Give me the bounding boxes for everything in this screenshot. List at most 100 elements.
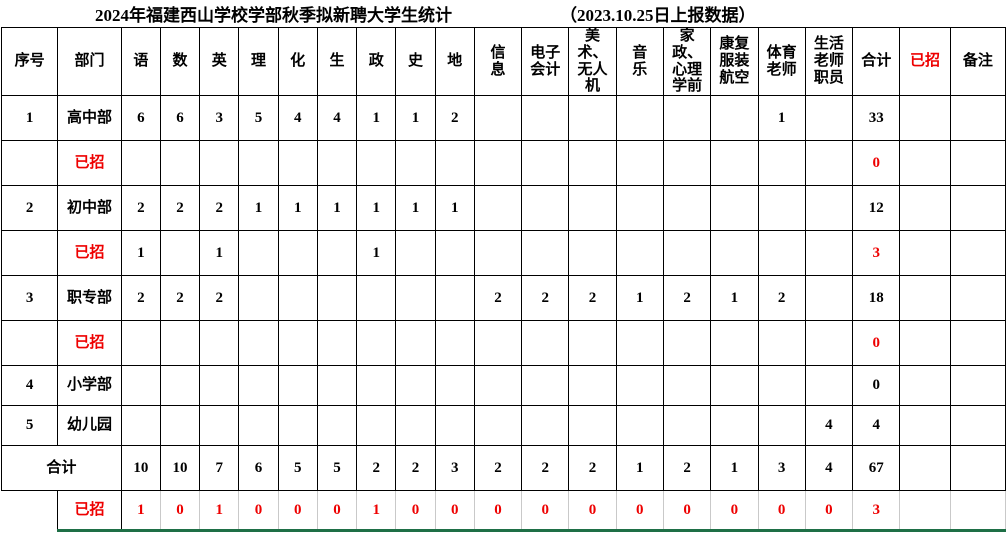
- table-cell: 1: [120, 490, 161, 533]
- table-cell: [473, 185, 523, 232]
- table-cell: [710, 230, 759, 277]
- table-cell: 0: [710, 490, 759, 533]
- column-header-label: 美术、无人机: [577, 28, 608, 95]
- column-header: 合计: [852, 26, 901, 97]
- column-header-label: 数: [172, 53, 188, 70]
- table-cell: 2: [159, 275, 201, 322]
- table-cell: [568, 95, 617, 142]
- table-cell: [473, 320, 523, 367]
- table-cell: 1: [434, 185, 475, 232]
- table-cell: [434, 365, 475, 407]
- column-header: 音乐: [615, 26, 664, 97]
- table-cell: [804, 275, 854, 322]
- header-row: 序号 部门 语 数 英 理 化 生 政 史 地 信息 电子会计 美术、无人机 音乐 家政、心理学前 康复服装航空…: [0, 26, 1007, 97]
- column-header: 地: [434, 26, 475, 97]
- table-cell: [316, 320, 358, 367]
- column-header-label: 序号: [14, 53, 45, 70]
- table-body: 1 高中部 6 6 3 5 4 4 1 1 2 1 33 已招 0 2 初中部 2 2 2 1 1 1 1 1 1 12 已招 1 1 1 3…: [0, 95, 1007, 533]
- table-cell: [662, 140, 712, 187]
- table-cell: [521, 230, 570, 277]
- column-header-label: 家政、心理学前: [672, 28, 703, 95]
- table-cell: [949, 275, 1007, 322]
- table-cell: [521, 140, 570, 187]
- table-cell: [568, 365, 617, 407]
- table-cell: 2: [199, 185, 240, 232]
- column-header-label: 语: [133, 53, 149, 70]
- table-cell: [1, 490, 59, 531]
- table-cell: 2: [434, 95, 475, 142]
- table-cell: [521, 405, 570, 447]
- table-cell: [899, 405, 951, 447]
- table-cell: [521, 95, 570, 142]
- table-row-plan: 4 小学部 0: [0, 365, 1007, 407]
- table-cell: [356, 320, 397, 367]
- table-cell: [949, 95, 1007, 142]
- table-cell: 0: [238, 490, 279, 533]
- table-cell: [316, 365, 358, 407]
- table-cell: [899, 490, 951, 533]
- table-cell: [615, 365, 664, 407]
- table-cell: [662, 320, 712, 367]
- table-cell: [949, 445, 1007, 492]
- table-row-plan: 3 职专部 2 2 2 2 2 2 1 2 1 2 18: [0, 275, 1007, 322]
- table-cell: 1: [615, 445, 664, 492]
- table-cell: 5: [238, 95, 279, 142]
- table-cell: 0: [852, 365, 901, 407]
- table-cell: [949, 185, 1007, 232]
- table-cell: 高中部: [57, 95, 122, 142]
- table-cell: 0: [277, 490, 318, 533]
- column-header-label: 生活老师职员: [813, 36, 844, 86]
- column-header: 信息: [473, 26, 523, 97]
- table-cell: 1: [0, 95, 59, 142]
- table-cell: [0, 140, 59, 187]
- table-cell: 2: [0, 185, 59, 232]
- table-cell: [395, 140, 436, 187]
- table-cell: [949, 405, 1007, 447]
- table-cell: [277, 140, 318, 187]
- table-cell: [615, 95, 664, 142]
- table-cell: 2: [159, 185, 201, 232]
- table-cell: [710, 185, 759, 232]
- column-header: 已招: [899, 26, 951, 97]
- table-cell: [316, 275, 358, 322]
- column-header-label: 生: [329, 53, 345, 70]
- table-cell: 2: [757, 275, 806, 322]
- table-cell: [120, 140, 161, 187]
- table-cell: [899, 185, 951, 232]
- table-cell: [662, 230, 712, 277]
- table-row-plan: 1 高中部 6 6 3 5 4 4 1 1 2 1 33: [0, 95, 1007, 142]
- table-cell: 已招: [57, 320, 122, 367]
- table-cell: 33: [852, 95, 901, 142]
- column-header-label: 英: [211, 53, 227, 70]
- table-row-recruited: 已招 0: [0, 320, 1007, 367]
- table-cell: [473, 365, 523, 407]
- table-cell: [199, 140, 240, 187]
- table-cell: 0: [804, 490, 854, 533]
- table-cell: [0, 320, 59, 367]
- table-cell: [899, 320, 951, 367]
- table-cell: 1: [757, 95, 806, 142]
- table-cell: 0: [521, 490, 570, 533]
- column-header: 化: [277, 26, 318, 97]
- table-cell: 1: [395, 185, 436, 232]
- table-cell: [120, 320, 161, 367]
- table-cell: 4: [316, 95, 358, 142]
- table-cell: 初中部: [57, 185, 122, 232]
- table-cell: [568, 230, 617, 277]
- table-cell: [316, 140, 358, 187]
- table-cell: 6: [238, 445, 279, 492]
- table-cell: 小学部: [57, 365, 122, 407]
- table-row-total: 合计 10 10 7 6 5 5 2 2 3 2 2 2 1 2 1 3 4 67: [1, 445, 1007, 492]
- table-cell: 6: [120, 95, 161, 142]
- table-cell: [238, 405, 279, 447]
- table-cell: 0: [473, 490, 523, 533]
- column-header-label: 备注: [962, 53, 993, 70]
- table-cell: [0, 230, 59, 277]
- table-cell: [277, 275, 318, 322]
- column-header-label: 史: [407, 53, 423, 70]
- table-header: 序号 部门 语 数 英 理 化 生 政 史 地 信息 电子会计 美术、无人机 音乐 家政、心理学前 康复服装航空…: [0, 26, 1007, 97]
- table-cell: [277, 365, 318, 407]
- table-cell: [804, 320, 854, 367]
- table-cell: 3: [434, 445, 475, 492]
- table-cell: [615, 140, 664, 187]
